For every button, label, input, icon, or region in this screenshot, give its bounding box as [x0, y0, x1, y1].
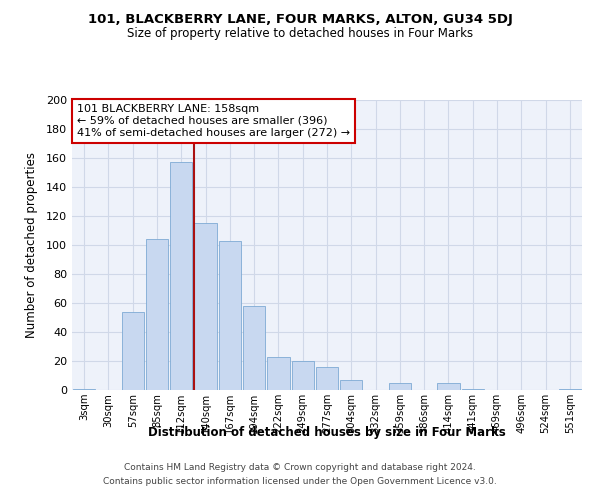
Bar [316, 367, 338, 390]
Bar [122, 312, 144, 390]
Bar [73, 388, 95, 390]
Text: Distribution of detached houses by size in Four Marks: Distribution of detached houses by size … [148, 426, 506, 439]
Y-axis label: Number of detached properties: Number of detached properties [25, 152, 38, 338]
Text: Contains HM Land Registry data © Crown copyright and database right 2024.: Contains HM Land Registry data © Crown c… [124, 464, 476, 472]
Bar [146, 239, 168, 390]
Bar [292, 361, 314, 390]
Text: Size of property relative to detached houses in Four Marks: Size of property relative to detached ho… [127, 28, 473, 40]
Bar [218, 240, 241, 390]
Bar [267, 356, 290, 390]
Bar [559, 388, 581, 390]
Bar [170, 162, 193, 390]
Bar [389, 383, 411, 390]
Bar [461, 388, 484, 390]
Bar [340, 380, 362, 390]
Bar [243, 306, 265, 390]
Text: 101 BLACKBERRY LANE: 158sqm
← 59% of detached houses are smaller (396)
41% of se: 101 BLACKBERRY LANE: 158sqm ← 59% of det… [77, 104, 350, 138]
Bar [194, 223, 217, 390]
Text: 101, BLACKBERRY LANE, FOUR MARKS, ALTON, GU34 5DJ: 101, BLACKBERRY LANE, FOUR MARKS, ALTON,… [88, 12, 512, 26]
Bar [437, 383, 460, 390]
Text: Contains public sector information licensed under the Open Government Licence v3: Contains public sector information licen… [103, 477, 497, 486]
